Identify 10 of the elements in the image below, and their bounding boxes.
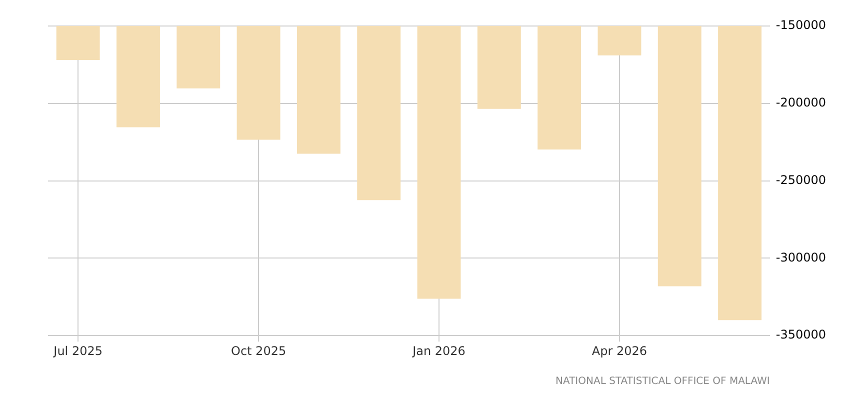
y-tick-label: -350000 — [776, 328, 826, 342]
y-tick-label: -300000 — [776, 250, 826, 264]
x-tick-label: Oct 2025 — [230, 344, 286, 358]
x-tick-label: Apr 2026 — [592, 344, 648, 358]
y-tick-label: -150000 — [776, 18, 826, 32]
x-tick-label: Jan 2026 — [412, 344, 466, 358]
y-tick-label: -200000 — [776, 96, 826, 110]
y-tick-label: -250000 — [776, 172, 826, 187]
x-tick-label: Jul 2025 — [52, 344, 102, 358]
text: NATIONAL STATISTICAL OFFICE OF MALAWI — [556, 376, 770, 387]
